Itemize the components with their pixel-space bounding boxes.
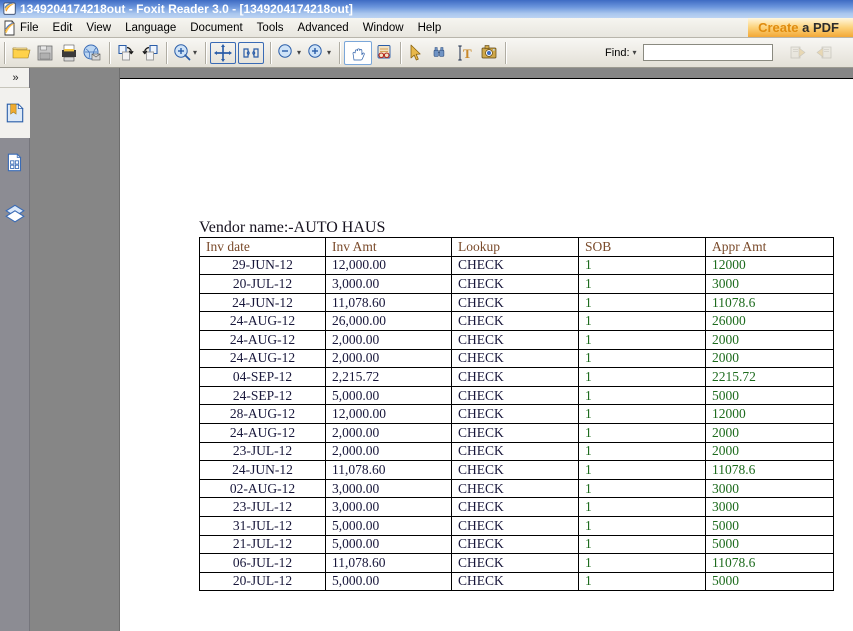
svg-text:T: T xyxy=(463,46,472,61)
